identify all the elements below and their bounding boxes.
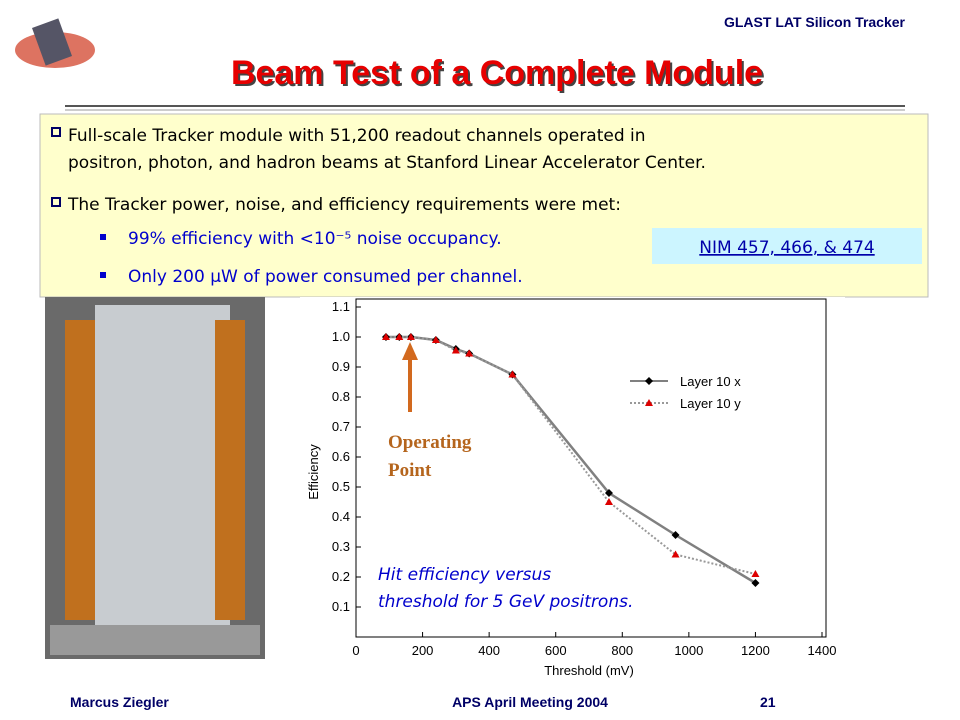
marker: [645, 377, 653, 385]
marker: [431, 336, 440, 343]
sub-bullet: 99% efficiency with <10⁻⁵ noise occupanc…: [128, 229, 502, 249]
y-tick-label: 0.6: [332, 449, 350, 464]
marker: [508, 370, 517, 378]
x-tick-label: 1000: [674, 643, 703, 658]
annotation: Point: [388, 460, 432, 481]
x-tick-label: 800: [611, 643, 633, 658]
y-tick-label: 0.9: [332, 359, 350, 374]
x-axis-label: Threshold (mV): [544, 663, 634, 678]
chart-panel: [300, 297, 845, 692]
org: GLAST LAT Silicon Tracker: [724, 14, 906, 30]
marker: [751, 570, 760, 577]
arrowhead: [402, 342, 418, 360]
page-number: 21: [760, 694, 776, 710]
marker: [645, 399, 653, 406]
bullet: The Tracker power, noise, and efficiency…: [67, 195, 621, 215]
x-tick-label: 1400: [808, 643, 837, 658]
marker: [406, 333, 415, 340]
x-tick-label: 0: [352, 643, 359, 658]
title-shadow: Beam Test of a Complete Module: [233, 56, 765, 94]
y-tick-label: 1.0: [332, 329, 350, 344]
y-tick-label: 0.3: [332, 539, 350, 554]
marker: [604, 489, 613, 497]
marker: [671, 550, 680, 558]
y-tick-label: 1.1: [332, 299, 350, 314]
title: Beam Test of a Complete Module: [231, 54, 763, 92]
logo: [15, 18, 95, 68]
y-tick-label: 0.4: [332, 509, 350, 524]
reference-box: [652, 228, 922, 264]
bullet-marker: [51, 197, 61, 207]
reference[interactable]: NIM 457, 466, & 474: [699, 238, 874, 258]
caption: threshold for 5 GeV positrons.: [378, 592, 633, 612]
chart: 0.1 0.2 0.3 0.4 0.5 0.6 0.7 0.8 0.9 1.0 1.1 0 200 400…: [306, 298, 837, 678]
y-tick-label: 0.5: [332, 479, 350, 494]
x-tick-label: 1200: [741, 643, 770, 658]
marker: [671, 531, 680, 539]
marker: [604, 498, 613, 505]
sub-bullet-marker: [100, 272, 106, 278]
legend-label: Layer 10 x: [680, 374, 741, 389]
y-tick-label: 0.8: [332, 389, 350, 404]
series-line: [385, 335, 757, 585]
marker: [451, 346, 460, 354]
caption: Hit efficiency versus: [378, 565, 551, 585]
bullet: Full-scale Tracker module with 51,200 re…: [68, 126, 646, 146]
annotation: Operating: [388, 432, 472, 453]
series-line: [385, 336, 756, 575]
legend-label: Layer 10 y: [680, 396, 741, 411]
x-tick-label: 200: [412, 643, 434, 658]
marker: [381, 333, 390, 340]
y-axis-label: Efficiency: [306, 444, 321, 500]
sub-bullet-marker: [100, 234, 106, 240]
y-tick-label: 0.1: [332, 599, 350, 614]
photo: [45, 297, 265, 659]
marker: [395, 333, 404, 340]
author: Marcus Ziegler: [70, 694, 169, 710]
meeting: APS April Meeting 2004: [452, 694, 608, 710]
marker: [751, 579, 760, 587]
marker: [465, 349, 474, 357]
y-tick-label: 0.2: [332, 569, 350, 584]
bullet-marker: [51, 127, 61, 137]
bullet: positron, photon, and hadron beams at St…: [68, 153, 706, 173]
y-tick-label: 0.7: [332, 419, 350, 434]
sub-bullet: Only 200 μW of power consumed per channe…: [128, 267, 523, 287]
x-tick-label: 400: [478, 643, 500, 658]
x-tick-label: 600: [545, 643, 567, 658]
plot-frame: [355, 298, 827, 638]
